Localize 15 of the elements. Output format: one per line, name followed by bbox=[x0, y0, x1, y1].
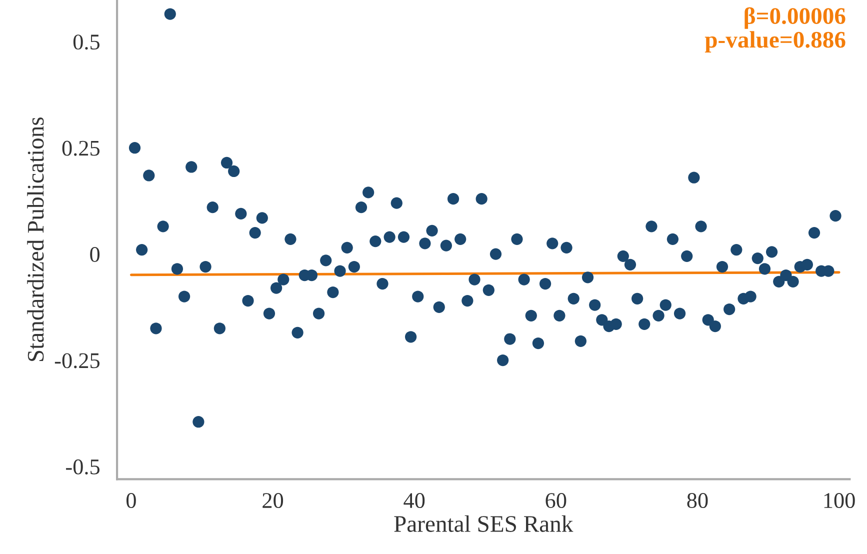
x-axis-title: Parental SES Rank bbox=[394, 515, 574, 532]
annotation: β=0.00006 bbox=[744, 7, 846, 29]
y-tick-label: -0.5 bbox=[66, 459, 100, 474]
y-tick-label: 0.5 bbox=[73, 34, 100, 50]
y-tick-label: 0 bbox=[90, 246, 100, 262]
y-axis-title: Standardized Publications bbox=[27, 118, 44, 361]
y-tick-label: -0.25 bbox=[54, 353, 100, 368]
x-tick-label: 20 bbox=[262, 493, 284, 508]
x-tick-label: 40 bbox=[404, 493, 425, 508]
x-tick-label: 60 bbox=[546, 493, 566, 508]
x-tick-label: 80 bbox=[687, 493, 708, 508]
y-tick-label: 0.25 bbox=[62, 140, 100, 156]
x-tick-label: 100 bbox=[824, 493, 855, 508]
x-tick-label: 0 bbox=[126, 493, 136, 508]
annotation: p-value=0.886 bbox=[704, 31, 846, 53]
